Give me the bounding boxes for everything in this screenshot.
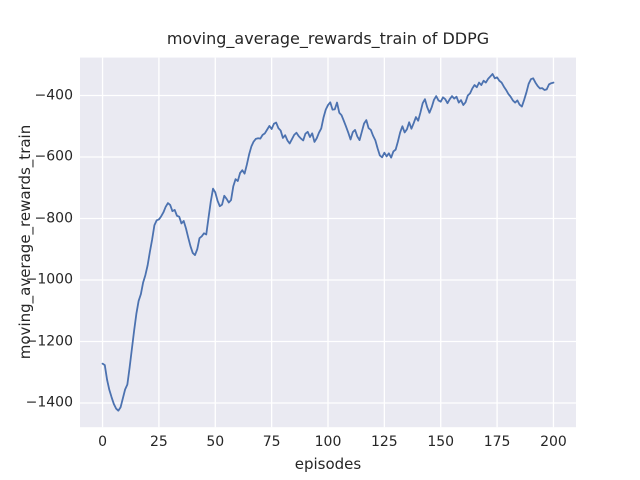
y-tick-label: −800 [34, 210, 73, 226]
data-line [101, 73, 555, 412]
y-tick-label: −1400 [25, 394, 73, 411]
y-axis-label-text: moving_average_rewards_train [16, 124, 34, 360]
x-tick-label: 100 [314, 434, 342, 450]
x-tick-label: 150 [427, 434, 455, 450]
y-tick-label: −1200 [25, 333, 73, 349]
y-tick-label: −600 [34, 148, 73, 165]
x-axis-label: episodes [294, 455, 362, 473]
x-tick-label: 25 [149, 434, 168, 450]
x-tick-label: 50 [206, 434, 225, 450]
x-tick-label: 200 [540, 434, 567, 450]
y-tick-label: −1000 [25, 271, 73, 288]
y-tick-label: −400 [34, 87, 73, 103]
x-tick-label: 175 [483, 434, 511, 450]
x-tick-label: 125 [370, 434, 398, 450]
x-tick-label: 0 [98, 434, 107, 450]
x-tick-label: 75 [262, 434, 281, 450]
chart-title: moving_average_rewards_train of DDPG [166, 29, 490, 48]
